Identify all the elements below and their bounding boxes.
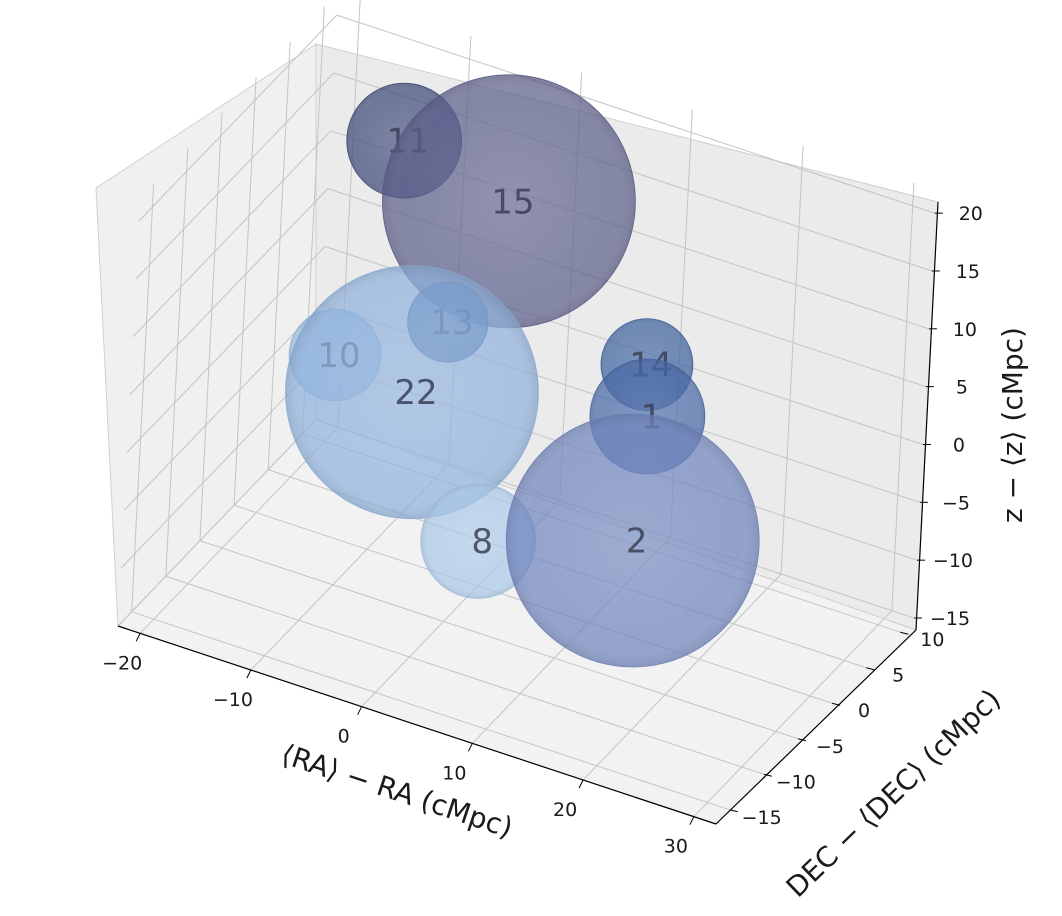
x-tick-mark: [246, 669, 252, 679]
y-axis-line: [715, 629, 917, 825]
sphere-shading: [285, 265, 539, 519]
y-tick-mark: [866, 667, 875, 671]
x-tick-mark: [578, 779, 584, 789]
z-tick-label: 15: [956, 261, 980, 283]
y-tick-label: 5: [892, 665, 904, 687]
z-gridline-left: [126, 246, 326, 453]
x-tick-label: −10: [213, 689, 253, 711]
x-gridline-floor: [139, 426, 339, 634]
sphere-22: 22: [285, 265, 539, 520]
y-tick-label: −5: [816, 736, 844, 758]
x-gridline-back: [780, 145, 804, 575]
z-tick-label: −5: [942, 492, 970, 514]
y-gridline-left: [267, 41, 291, 470]
x-tick-label: 20: [553, 799, 577, 821]
z-gridline-left: [132, 130, 332, 338]
z-gridline-back: [336, 14, 935, 214]
y-tick-mark: [729, 809, 738, 813]
y-tick-mark: [831, 702, 841, 706]
y-gridline-left: [131, 183, 155, 612]
x-tick-mark: [135, 633, 141, 642]
sphere-8: 8: [420, 483, 537, 599]
x-axis-label: ⟨RA⟩ − RA (cMpc): [277, 737, 517, 844]
x-gridline-floor: [582, 573, 782, 781]
sphere-label: 22: [394, 373, 437, 413]
z-tick-label: −15: [930, 608, 970, 630]
x-axis-line: [117, 625, 717, 825]
x-gridline-back: [891, 182, 915, 611]
z-axis-label: z − ⟨z⟩ (cMpc): [996, 327, 1029, 523]
z-tick-label: 10: [953, 319, 977, 341]
y-gridline-left: [199, 112, 223, 541]
x-tick-label: 0: [338, 726, 350, 748]
tick-marks: [135, 212, 943, 825]
z-tick-label: 5: [956, 377, 968, 399]
x-tick-mark: [689, 816, 695, 825]
y-gridline-floor: [165, 575, 764, 775]
y-tick-mark: [763, 773, 772, 777]
y-gridline-floor: [131, 611, 730, 811]
z-gridline-left: [135, 72, 335, 280]
sphere-2: 2: [505, 413, 760, 668]
sphere-15: 15: [382, 74, 636, 329]
z-gridline-left: [129, 188, 329, 395]
y-tick-label: 0: [858, 700, 870, 722]
sphere-shading: [382, 74, 636, 328]
z-gridline-left: [117, 419, 317, 627]
sphere-label: 8: [471, 522, 493, 562]
z-tick-label: 0: [953, 434, 965, 456]
y-tick-mark: [900, 631, 909, 635]
sphere-label: 15: [491, 182, 534, 222]
z-axis-line: [915, 201, 939, 631]
y-gridline-floor: [199, 540, 799, 740]
z-gridline-left: [123, 303, 323, 511]
x-tick-label: −20: [102, 652, 142, 674]
z-tick-label: −10: [933, 550, 973, 572]
spheres-layer: 111514131012282: [285, 74, 760, 668]
z-tick-label: 20: [959, 203, 983, 225]
y-gridline-left: [165, 148, 189, 577]
y-tick-label: −10: [776, 771, 816, 793]
x-tick-label: 30: [664, 836, 688, 858]
x-tick-mark: [357, 706, 363, 715]
sphere-shading: [420, 483, 536, 599]
y-gridline-left: [233, 77, 257, 506]
y-tick-label: −15: [742, 807, 782, 829]
y-tick-mark: [797, 738, 807, 742]
y-tick-label: 10: [920, 629, 944, 651]
x-tick-mark: [467, 743, 473, 752]
z-gridline-left: [138, 14, 338, 222]
x-gridline-floor: [693, 610, 893, 818]
sphere-shading: [506, 413, 760, 667]
x-tick-label: 10: [442, 762, 466, 784]
sphere-label: 2: [626, 521, 648, 561]
